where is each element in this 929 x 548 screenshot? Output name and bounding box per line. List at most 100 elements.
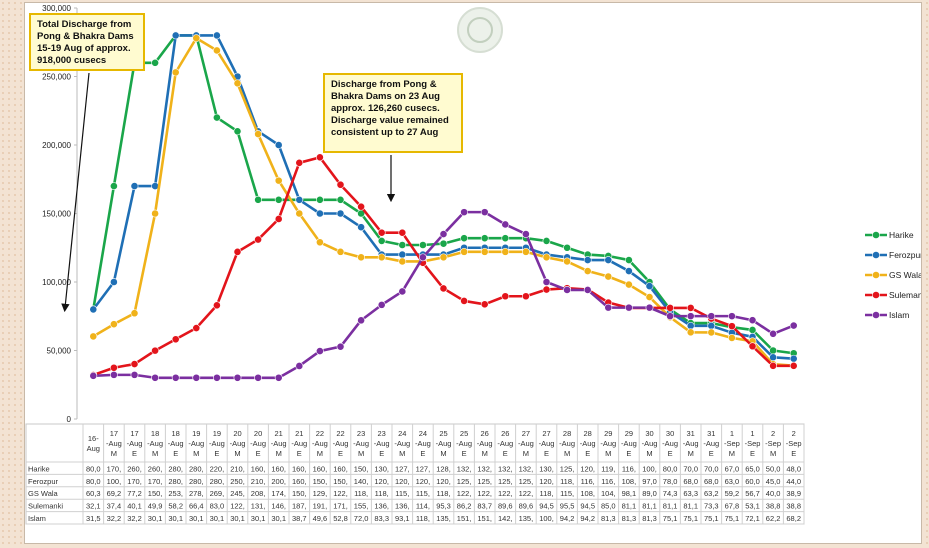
data-point xyxy=(254,373,262,382)
data-point xyxy=(748,326,757,334)
table-cell: 170, xyxy=(127,477,142,486)
table-cell: 245, xyxy=(230,489,245,498)
x-tick-label: M xyxy=(317,449,323,458)
x-tick-label: M xyxy=(729,449,735,458)
legend-swatch-marker xyxy=(872,251,880,259)
x-tick-label: -Aug xyxy=(456,439,472,448)
x-tick-label: M xyxy=(152,449,158,458)
table-cell: 75,1 xyxy=(704,514,719,523)
table-cell: 170, xyxy=(148,477,163,486)
table-cell: 150, xyxy=(292,489,307,498)
table-cell: 280, xyxy=(189,464,204,473)
table-cell: 58,2 xyxy=(168,502,183,511)
table-cell: 104, xyxy=(601,489,616,498)
table-cell: 280, xyxy=(189,477,204,486)
table-cell: 132, xyxy=(519,464,534,473)
data-point xyxy=(439,239,448,248)
x-tick-label: E xyxy=(173,449,178,458)
data-point xyxy=(501,292,510,301)
table-cell: 100, xyxy=(107,477,122,486)
table-cell: 260, xyxy=(127,464,142,473)
x-tick-label: E xyxy=(132,449,137,458)
data-point xyxy=(315,347,324,355)
data-point xyxy=(521,292,530,301)
table-cell: 81,3 xyxy=(601,514,616,523)
table-cell: 83,3 xyxy=(374,514,389,523)
table-cell: 89,6 xyxy=(519,502,534,511)
x-tick-label: E xyxy=(297,449,302,458)
x-tick-label: M xyxy=(399,449,405,458)
y-tick-label: 250,000 xyxy=(42,73,71,82)
x-tick-label: -Aug xyxy=(168,439,184,448)
x-tick-label: Aug xyxy=(87,444,100,453)
legend-item: GS Wala xyxy=(865,270,921,280)
table-cell: 68,0 xyxy=(683,477,698,486)
x-tick-label: -Aug xyxy=(127,439,143,448)
table-cell: 75,1 xyxy=(725,514,740,523)
table-cell: 63,2 xyxy=(704,489,719,498)
data-point xyxy=(480,247,489,256)
x-tick-label: 27 xyxy=(522,429,530,438)
data-point xyxy=(625,303,633,312)
x-tick-label: -Aug xyxy=(250,439,266,448)
data-point xyxy=(110,363,118,372)
table-cell: 94,2 xyxy=(580,514,595,523)
data-point xyxy=(748,316,757,325)
data-point xyxy=(336,342,345,351)
x-tick-label: 2 xyxy=(792,429,796,438)
series-layer xyxy=(89,31,798,382)
table-cell: 50,0 xyxy=(766,464,781,473)
legend-label: Islam xyxy=(889,310,909,320)
x-tick-label: -Aug xyxy=(539,439,555,448)
table-cell: 278, xyxy=(189,489,204,498)
data-point xyxy=(315,209,324,218)
x-tick-label: 21 xyxy=(275,429,283,438)
data-point xyxy=(171,335,180,344)
data-point xyxy=(151,209,160,218)
data-point xyxy=(686,303,695,312)
data-point xyxy=(151,373,160,382)
table-cell: 132, xyxy=(498,464,513,473)
data-point xyxy=(728,312,736,321)
data-point xyxy=(398,228,407,237)
table-cell: 30,1 xyxy=(230,514,245,523)
x-tick-label: 25 xyxy=(439,429,447,438)
x-tick-label: -Sep xyxy=(786,439,802,448)
legend-item: Sulemank xyxy=(865,290,921,300)
data-point xyxy=(233,127,242,136)
table-cell: 81,1 xyxy=(642,502,657,511)
x-tick-label: M xyxy=(605,449,611,458)
x-tick-label: 24 xyxy=(398,429,406,438)
x-tick-label: 31 xyxy=(687,429,695,438)
x-tick-label: 23 xyxy=(357,429,365,438)
table-cell: 210, xyxy=(251,477,266,486)
data-point xyxy=(460,234,468,243)
data-point xyxy=(151,346,160,355)
data-point xyxy=(583,256,592,264)
data-point xyxy=(480,208,489,217)
table-cell: 280, xyxy=(168,464,183,473)
table-cell: 67,0 xyxy=(725,464,740,473)
table-cell: 81,3 xyxy=(642,514,657,523)
data-point xyxy=(686,328,695,337)
data-point xyxy=(686,321,695,330)
table-cell: 269, xyxy=(210,489,225,498)
data-point xyxy=(130,309,139,318)
data-point xyxy=(212,31,221,40)
table-cell: 59,2 xyxy=(725,489,740,498)
data-point xyxy=(212,373,221,382)
x-tick-label: -Aug xyxy=(703,439,719,448)
data-point xyxy=(171,31,180,40)
x-tick-label: -Aug xyxy=(312,439,328,448)
table-cell: 63,0 xyxy=(725,477,740,486)
x-tick-label: -Aug xyxy=(333,439,349,448)
x-tick-label: 2 xyxy=(771,429,775,438)
x-tick-label: -Sep xyxy=(765,439,781,448)
table-cell: 187, xyxy=(292,502,307,511)
x-tick-label: 22 xyxy=(316,429,324,438)
table-cell: 120, xyxy=(416,477,431,486)
x-tick-label: E xyxy=(338,449,343,458)
data-point xyxy=(645,293,654,301)
table-cell: 108, xyxy=(622,477,637,486)
data-point xyxy=(295,158,304,167)
